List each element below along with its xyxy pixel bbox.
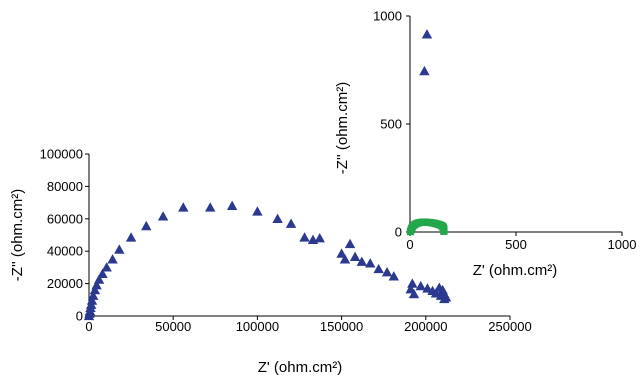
main-triangle-point (299, 232, 310, 242)
inset-y-tick-label: 0 (395, 225, 402, 240)
main-triangle-point (314, 233, 325, 243)
main-triangle-point (407, 278, 418, 288)
main-x-tick-label: 200000 (404, 319, 447, 334)
main-triangle-point (226, 200, 238, 210)
main-y-tick-label: 100000 (40, 147, 83, 162)
inset-y-ticks: 0 500 1000 (373, 9, 410, 240)
main-y-tick-label: 20000 (47, 276, 83, 291)
inset-square-point (440, 227, 448, 235)
inset-triangle-point (419, 65, 430, 76)
main-triangle-point (365, 258, 376, 268)
main-triangle-point (408, 288, 420, 299)
main-triangle-point (349, 251, 361, 262)
main-triangle-point (373, 263, 384, 274)
main-triangle-point (381, 267, 393, 277)
main-x-tick-label: 250000 (488, 319, 531, 334)
main-triangle-point (93, 274, 105, 284)
main-triangle-point (440, 292, 452, 302)
main-y-tick-label: 0 (76, 309, 83, 324)
main-triangle-point (114, 244, 125, 254)
main-triangle-point (356, 256, 368, 266)
main-triangle-point (344, 238, 356, 249)
main-x-tick-label: 100000 (236, 319, 279, 334)
main-triangle-point (178, 202, 189, 212)
inset-y-axis-title: -Z'' (ohm.cm²) (334, 82, 351, 174)
inset-x-ticks: 0 500 1000 (406, 232, 636, 252)
main-triangle-point (415, 280, 426, 291)
main-x-tick-label: 150000 (320, 319, 363, 334)
main-triangle-point (388, 271, 400, 281)
main-triangle-point (157, 211, 169, 221)
main-triangle-point (88, 290, 99, 300)
main-y-tick-label: 40000 (47, 244, 83, 259)
main-x-ticks: 0 50000 100000 150000 200000 250000 (85, 316, 532, 334)
main-y-tick-label: 60000 (47, 211, 83, 226)
main-y-tick-label: 80000 (47, 179, 83, 194)
main-triangle-point (252, 206, 263, 216)
main-triangle-point (89, 284, 101, 295)
inset-y-tick-label: 500 (380, 117, 402, 132)
inset-x-tick-label: 0 (406, 237, 413, 252)
inset-chart: 0 500 1000 0 500 1000 Z' (ohm.cm²) -Z'' (ohm… (334, 9, 636, 280)
main-triangle-point (141, 220, 152, 231)
main-triangle-point (97, 268, 108, 279)
main-triangle-point (339, 254, 351, 264)
inset-y-tick-label: 1000 (373, 9, 402, 24)
inset-x-tick-label: 500 (505, 237, 527, 252)
main-triangle-point (205, 202, 216, 212)
main-x-axis-title: Z' (ohm.cm²) (258, 359, 343, 376)
main-x-tick-label: 50000 (155, 319, 191, 334)
main-triangle-point (101, 262, 112, 272)
main-triangle-point (336, 248, 347, 258)
main-y-axis-title: -Z'' (ohm.cm²) (9, 189, 26, 281)
inset-x-tick-label: 1000 (608, 237, 637, 252)
main-triangle-point (285, 218, 297, 228)
main-triangle-point (125, 232, 137, 242)
main-triangle-point (107, 254, 118, 264)
inset-triangle-point (421, 29, 433, 39)
main-x-tick-label: 0 (85, 319, 92, 334)
main-triangle-point (86, 295, 98, 305)
inset-data-points (406, 29, 448, 236)
main-y-ticks: 0 20000 40000 60000 80000 100000 (40, 147, 89, 324)
main-triangle-point (91, 280, 102, 290)
main-chart: 0 50000 100000 150000 200000 250000 020000400… (9, 147, 532, 377)
main-data-points (83, 200, 452, 321)
main-triangle-point (272, 213, 283, 223)
inset-x-axis-title: Z' (ohm.cm²) (473, 262, 558, 279)
